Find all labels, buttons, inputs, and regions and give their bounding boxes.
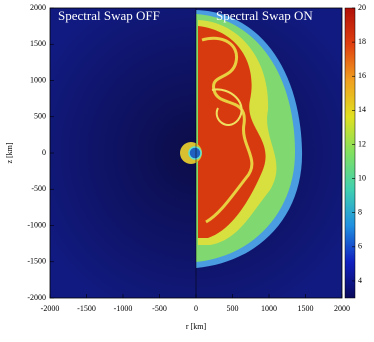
colorbar-tick-label: 12 <box>358 139 366 148</box>
x-tick-label: -500 <box>152 304 167 313</box>
plume-edge <box>211 88 243 126</box>
colorbar <box>344 7 356 299</box>
annotation: Spectral Swap OFF <box>58 8 160 23</box>
y-tick-label: -1000 <box>27 220 46 229</box>
x-tick-label: 2000 <box>334 304 350 313</box>
x-tick-label: 1000 <box>261 304 277 313</box>
annotation: Spectral Swap ON <box>216 8 313 23</box>
y-tick-label: 1000 <box>30 75 46 84</box>
colorbar-tick-label: 8 <box>358 208 362 217</box>
colorbar-tick-label: 10 <box>358 173 366 182</box>
y-axis-label: z [km] <box>5 142 14 163</box>
x-tick-label: -1500 <box>77 304 96 313</box>
colorbar-tick-label: 18 <box>358 37 366 46</box>
y-tick-label: 500 <box>34 112 46 121</box>
colorbar-tick-label: 4 <box>358 276 362 285</box>
hot-region <box>198 26 266 238</box>
y-tick-label: -1500 <box>27 257 46 266</box>
x-tick-label: 500 <box>227 304 239 313</box>
y-tick-label: -2000 <box>27 293 46 302</box>
plume-edge <box>201 36 254 224</box>
y-tick-label: -500 <box>31 184 46 193</box>
colorbar-tick-label: 20 <box>358 3 366 12</box>
x-axis-label: r [km] <box>186 322 207 331</box>
x-tick-label: 1500 <box>298 304 314 313</box>
x-tick-label: -2000 <box>41 304 60 313</box>
colorbar-tick-label: 6 <box>358 242 362 251</box>
y-tick-label: 1500 <box>30 39 46 48</box>
y-tick-label: 2000 <box>30 3 46 12</box>
y-tick-label: 0 <box>42 148 46 157</box>
field <box>50 8 342 298</box>
x-tick-label: 0 <box>194 304 198 313</box>
core-inner <box>188 146 202 160</box>
colorbar-tick-label: 16 <box>358 71 366 80</box>
x-tick-label: -1000 <box>114 304 133 313</box>
colorbar-tick-label: 14 <box>358 105 366 114</box>
